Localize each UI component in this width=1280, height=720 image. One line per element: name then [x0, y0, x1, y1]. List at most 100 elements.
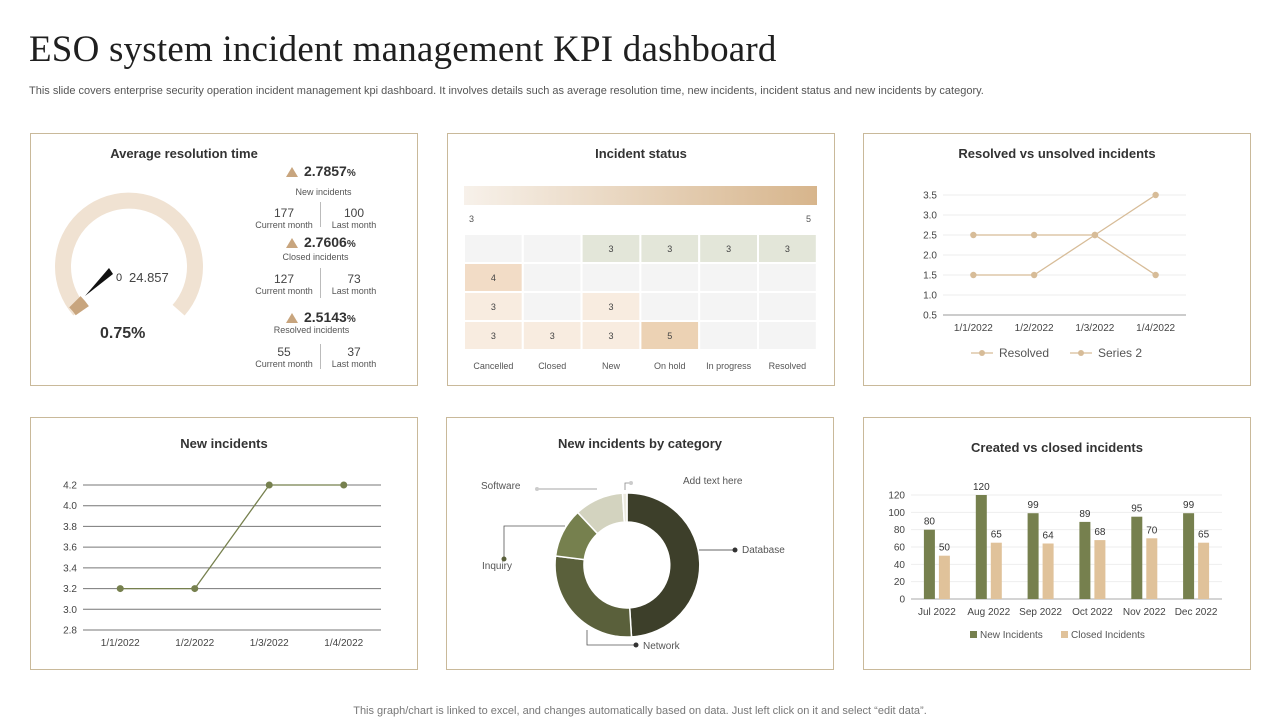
bar: [1079, 521, 1091, 599]
bar: [1146, 538, 1158, 599]
bar-value-label: 65: [991, 530, 1003, 541]
kpi-new-last: 100 Last month: [331, 206, 377, 230]
kpi-new-label: New incidents: [295, 187, 352, 197]
incident-status-title: Incident status: [595, 146, 687, 161]
donut-slice: [626, 492, 701, 638]
page-footer: This graph/chart is linked to excel, and…: [353, 705, 927, 717]
heatmap-cell-label: 3: [785, 244, 790, 254]
bar: [975, 495, 987, 599]
bar-value-label: 89: [1079, 509, 1091, 520]
y-tick-label: 3.8: [63, 522, 77, 533]
heatmap-scale-bar: [464, 186, 817, 205]
donut-slice: [621, 492, 628, 523]
bar: [1131, 516, 1143, 599]
y-tick-label: 0: [899, 595, 905, 606]
resolved-unsolved-panel: Resolved vs unsolved incidents 0.5 1.0 1.5…: [863, 133, 1251, 386]
up-arrow-icon: [286, 167, 298, 177]
y-tick-label: 0.5: [923, 311, 937, 322]
new-incidents-title: New incidents: [180, 436, 268, 451]
x-tick-label: Jul 2022: [918, 607, 956, 618]
y-tick-label: 3.4: [63, 563, 77, 574]
by-category-title: New incidents by category: [558, 436, 722, 451]
donut-slice: [554, 555, 633, 638]
heatmap-cell-label: 3: [726, 244, 731, 254]
gauge-value: 24.857: [129, 270, 169, 285]
page-title: ESO system incident management KPI dashb…: [29, 29, 777, 70]
gauge-needle: [85, 268, 113, 296]
y-tick-label: 2.5: [923, 231, 937, 242]
y-tick-label: 3.5: [923, 191, 937, 202]
data-point: [1152, 271, 1159, 279]
bar: [990, 542, 1002, 599]
heatmap-column-label: On hold: [654, 361, 686, 371]
kpi-resolved-label: Resolved incidents: [273, 325, 350, 335]
kpi-divider: [320, 268, 321, 298]
gauge-fill: [69, 296, 89, 316]
by-category-donut: Software Add text here Database Inquiry …: [481, 476, 785, 652]
y-tick-label: 80: [894, 525, 906, 536]
heatmap-cell: [757, 233, 818, 264]
data-point: [1030, 271, 1038, 279]
label-database: Database: [742, 545, 785, 556]
data-point: [1152, 191, 1159, 199]
y-tick-label: 40: [894, 560, 906, 571]
gauge-percentage: 0.75%: [100, 325, 146, 342]
kpi-closed-pct: 2.7606%: [286, 234, 356, 250]
created-closed-title: Created vs closed incidents: [971, 440, 1143, 455]
kpi-resolved-last: 37 Last month: [331, 345, 377, 369]
heatmap-cell: [521, 291, 583, 322]
x-tick-label: 1/2/2022: [1015, 323, 1054, 334]
heatmap-cell-label: 3: [550, 331, 555, 341]
heatmap-cell: [757, 262, 818, 293]
label-addtext: Add text here: [683, 476, 743, 487]
resolved-unsolved-chart: 0.5 1.0 1.5 2.0 2.5 3.0 3.5 1/1/2022 1/2/2022 1/3…: [923, 191, 1186, 360]
legend-marker: [1078, 350, 1084, 356]
heatmap-cell: [639, 291, 701, 322]
heatmap-cell: [463, 233, 524, 264]
kpi-closed-current: 127 Current month: [255, 272, 313, 296]
bar-value-label: 64: [1043, 531, 1055, 542]
x-tick-label: Aug 2022: [967, 607, 1010, 618]
leader-inquiry: [503, 525, 565, 559]
heatmap-cell-label: 3: [491, 331, 496, 341]
heatmap-cell: [521, 320, 583, 351]
legend-label: Closed Incidents: [1071, 630, 1145, 641]
x-tick-label: 1/3/2022: [250, 638, 289, 649]
legend-label: Resolved: [999, 346, 1049, 360]
avg-resolution-panel: Average resolution time 0 24.857 0.75% 2…: [30, 133, 418, 386]
series-line: [973, 194, 1156, 276]
y-tick-label: 20: [894, 577, 906, 588]
legend-label: Series 2: [1098, 346, 1142, 360]
created-closed-chart: 0 20 40 60 80 100 120 80 50 Jul 2022 120 65 Aug 2022…: [888, 482, 1222, 641]
heatmap-column-label: New: [602, 361, 621, 371]
leader-network: [586, 630, 636, 646]
y-tick-label: 3.2: [63, 584, 77, 595]
gauge-track: [55, 192, 203, 316]
heatmap-cell: [639, 320, 701, 351]
heatmap-cell: [698, 262, 759, 293]
series-line: [120, 484, 344, 590]
heatmap-cell-label: 5: [667, 331, 672, 341]
heatmap-cell: [757, 320, 818, 351]
x-tick-label: Nov 2022: [1123, 607, 1166, 618]
series-line: [973, 234, 1156, 276]
kpi-resolved-pct: 2.5143%: [286, 309, 356, 325]
heatmap-cell: [757, 291, 818, 322]
legend-swatch: [1061, 631, 1068, 638]
y-tick-label: 3.0: [63, 605, 77, 616]
heatmap-cell: [639, 262, 701, 293]
bar: [1198, 542, 1210, 599]
page-subtitle: This slide covers enterprise security op…: [29, 85, 984, 97]
y-tick-label: 2.0: [923, 251, 937, 262]
kpi-resolved-current: 55 Current month: [255, 345, 313, 369]
x-tick-label: Oct 2022: [1072, 607, 1113, 618]
y-tick-label: 3.0: [923, 211, 937, 222]
bar: [1042, 543, 1054, 599]
kpi-new-pct: 2.7857%: [286, 163, 356, 179]
y-tick-label: 4.0: [63, 501, 77, 512]
data-point: [970, 271, 977, 279]
x-tick-label: 1/2/2022: [175, 638, 214, 649]
heatmap-cell: [521, 233, 583, 264]
bar: [1094, 540, 1106, 599]
bar-value-label: 120: [973, 482, 990, 493]
